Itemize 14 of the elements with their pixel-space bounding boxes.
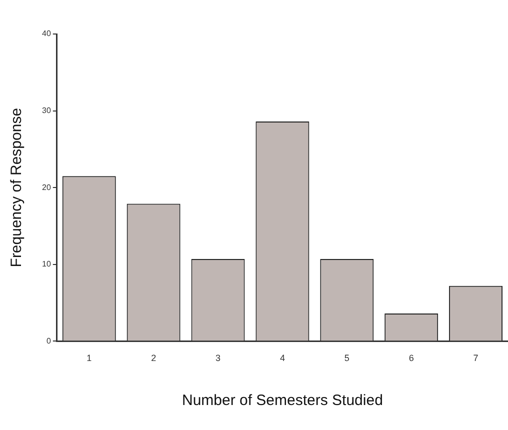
x-tick-label: 3	[216, 353, 221, 364]
x-tick-label: 2	[151, 353, 156, 364]
y-tick-label: 10	[42, 260, 52, 269]
x-tick-label: 7	[473, 353, 478, 364]
y-tick-label: 0	[46, 336, 52, 346]
y-tick-label: 20	[42, 182, 52, 192]
x-tick-label: 1	[86, 353, 92, 364]
x-tick-label: 5	[344, 353, 350, 364]
y-axis-title: Frequency of Response	[8, 108, 26, 268]
x-tick-label: 4	[280, 353, 285, 364]
y-tick-label: 30	[42, 106, 52, 116]
x-tick-label: 6	[408, 353, 414, 364]
x-axis-title: Number of Semesters Studied	[182, 392, 383, 410]
y-tick-label: 40	[42, 29, 52, 38]
